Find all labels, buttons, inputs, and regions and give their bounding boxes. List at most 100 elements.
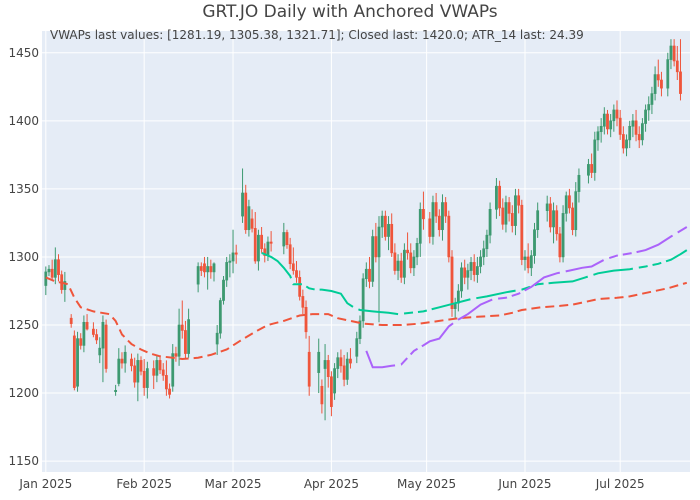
candle-body	[422, 209, 425, 220]
candle	[488, 202, 492, 244]
candle-body	[82, 321, 86, 346]
candle	[558, 227, 562, 263]
candle	[288, 237, 292, 270]
candle-body	[199, 266, 203, 271]
candle	[260, 227, 263, 253]
candle-body	[517, 195, 521, 206]
candle-body	[409, 252, 413, 269]
candle	[63, 271, 67, 302]
candle	[53, 247, 57, 285]
x-tick-label: Jan 2025	[18, 477, 72, 491]
candle-body	[593, 139, 597, 173]
x-tick-label: Feb 2025	[116, 477, 172, 491]
candle	[631, 114, 635, 138]
candle	[231, 229, 235, 274]
candle	[431, 195, 435, 245]
y-tick-label: 1150	[8, 454, 39, 468]
candle-body	[415, 243, 419, 258]
candle-body	[666, 59, 670, 89]
candle-body	[92, 328, 95, 335]
candle	[460, 262, 463, 298]
candle-body	[377, 226, 381, 258]
candle-body	[364, 268, 368, 280]
candle	[174, 346, 178, 362]
candle	[320, 379, 324, 414]
candle	[660, 71, 663, 97]
candle	[618, 109, 622, 140]
candle-body	[374, 236, 378, 258]
candle	[57, 254, 60, 282]
candle-body	[463, 267, 467, 278]
candle-body	[660, 79, 663, 89]
candle	[450, 250, 454, 317]
candle-body	[621, 134, 625, 149]
candle-body	[564, 195, 568, 214]
candle-body	[387, 223, 390, 237]
x-axis: Jan 2025 Feb 2025 Mar 2025 Apr 2025 May 2025…	[18, 477, 644, 491]
candle-body	[628, 125, 632, 141]
candle	[295, 261, 298, 283]
candle	[263, 243, 267, 263]
candle	[552, 202, 555, 244]
candle-body	[349, 358, 352, 364]
candle	[561, 205, 565, 263]
candle-body	[672, 45, 676, 62]
candle-body	[79, 338, 83, 346]
candle-body	[69, 317, 73, 324]
x-tick-label: Jun 2025	[497, 477, 551, 491]
candle	[472, 254, 476, 282]
candle	[85, 314, 89, 331]
candle-body	[250, 218, 254, 229]
candle-body	[402, 249, 406, 278]
candle	[568, 188, 571, 214]
candle-body	[98, 347, 102, 356]
candle-body	[650, 93, 654, 105]
candle-body	[371, 236, 375, 282]
candle-body	[434, 202, 438, 217]
candle-body	[247, 206, 251, 231]
candle	[672, 39, 676, 67]
candle-body	[475, 266, 479, 275]
candle	[155, 354, 159, 383]
candle	[142, 359, 146, 396]
candle-body	[637, 134, 641, 141]
candle	[485, 229, 489, 257]
candle	[377, 216, 381, 323]
candle	[498, 180, 501, 217]
candle-body	[536, 210, 540, 231]
candle-body	[640, 123, 644, 141]
candle	[225, 256, 229, 287]
candle	[168, 383, 171, 399]
candle	[599, 118, 603, 143]
candle	[152, 360, 156, 389]
candle	[247, 199, 251, 237]
candle	[625, 134, 628, 157]
candle-body	[330, 376, 333, 407]
candle	[164, 360, 168, 396]
candle	[612, 104, 616, 132]
candle	[669, 39, 673, 70]
candle	[82, 315, 86, 353]
candle-body	[234, 252, 238, 255]
candle	[548, 197, 552, 233]
candle	[285, 229, 289, 249]
candle	[679, 39, 682, 101]
candle	[406, 232, 409, 260]
candle	[666, 52, 670, 97]
candle	[114, 384, 118, 396]
candle	[241, 168, 244, 223]
candle	[387, 216, 390, 251]
candle-body	[244, 192, 248, 231]
candle	[374, 222, 378, 263]
candle-body	[307, 351, 311, 387]
candle	[656, 59, 660, 87]
candle	[209, 259, 213, 279]
candle	[590, 153, 594, 178]
candle-body	[602, 113, 606, 127]
candle-body	[631, 120, 635, 127]
candle-body	[76, 338, 79, 387]
candle-body	[390, 223, 394, 254]
candle	[533, 222, 536, 264]
candle-body	[145, 368, 149, 388]
candle-body	[142, 370, 146, 388]
